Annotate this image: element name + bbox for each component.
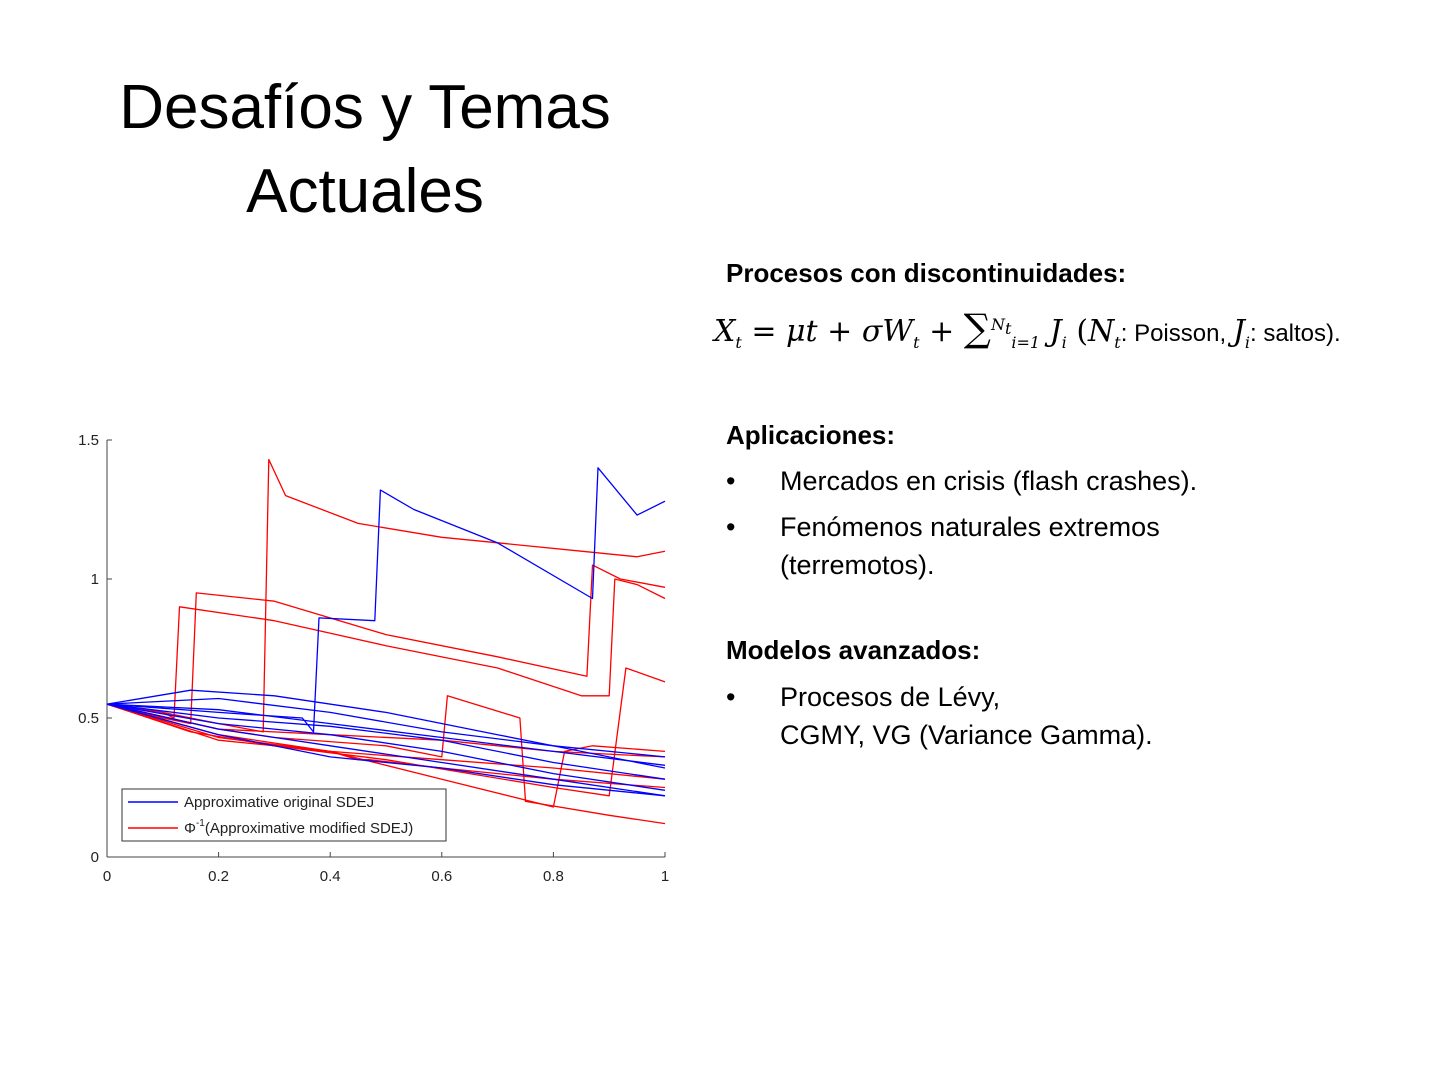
series-line-original-14 — [106, 703, 666, 766]
x-tick-label: 1 — [661, 868, 669, 885]
legend-phi: Φ — [184, 820, 196, 837]
series-line-original-13 — [106, 703, 666, 797]
slide-title-line2: Actuales — [246, 157, 484, 226]
aplicacion-text: Mercados en crisis (flash crashes). — [780, 466, 1198, 496]
modelos-heading: Modelos avanzados: — [726, 635, 981, 665]
series-line-original-15 — [106, 697, 666, 758]
series-line-modified-7 — [106, 703, 666, 780]
aplicaciones-list: • Mercados en crisis (flash crashes). • Fe… — [726, 462, 1246, 592]
formula-plus1: + — [817, 314, 862, 349]
chart-legend: Approximative original SDEJ Φ-1(Approxim… — [121, 788, 447, 842]
formula-plus2: + — [919, 314, 964, 349]
bullet-icon: • — [726, 682, 736, 712]
legend-box — [121, 788, 447, 842]
y-tick-label: 1.5 — [78, 432, 99, 449]
legend-sup: -1 — [196, 818, 205, 829]
formula-note-poisson: : Poisson, — [1120, 320, 1227, 347]
formula-sum-upper-n: N — [990, 315, 1005, 334]
formula-mu: μt — [786, 314, 818, 349]
series-line-modified-2 — [106, 578, 666, 719]
series-line-original-9 — [106, 467, 666, 733]
formula-nt: Nt — [1088, 314, 1121, 352]
aplicaciones-heading: Aplicaciones: — [726, 420, 896, 450]
x-tick-label: 0.6 — [431, 868, 452, 885]
legend-label-modified: Φ-1(Approximative modified SDEJ) — [184, 818, 413, 837]
formula-j: Ji — [1049, 314, 1067, 352]
formula-sum-upper: Nt — [990, 315, 1011, 338]
formula-note-saltos: : saltos). — [1249, 320, 1341, 347]
formula-sigma: σWt — [861, 314, 920, 352]
series-line-original-12 — [106, 703, 666, 791]
x-tick-label: 0.4 — [320, 868, 341, 885]
series-line-original-16 — [106, 703, 666, 797]
series-line-original-11 — [106, 703, 666, 780]
formula-lhs-sub: t — [735, 333, 742, 352]
x-tick-label: 0 — [103, 868, 111, 885]
aplicacion-text: Fenómenos naturales extremos (terremotos… — [780, 512, 1160, 580]
y-tick-label: 0.5 — [78, 710, 99, 727]
legend-label-original: Approximative original SDEJ — [184, 794, 374, 811]
formula-poisson-text: Poisson, — [1134, 320, 1227, 347]
x-tick-label: 0.8 — [543, 868, 564, 885]
modelos-list: • Procesos de Lévy, CGMY, VG (Variance Gam… — [726, 678, 1246, 762]
modelos-line1: Procesos de Lévy, — [780, 682, 1001, 712]
series-line-modified-6 — [106, 703, 666, 808]
list-item: • Procesos de Lévy, CGMY, VG (Variance Gam… — [726, 678, 1246, 754]
legend-rest: (Approximative modified SDEJ) — [205, 820, 413, 837]
x-tick-label: 0.2 — [208, 868, 229, 885]
procesos-heading: Procesos con discontinuidades: — [726, 258, 1127, 288]
slide-title: Desafíos y Temas Actuales — [60, 66, 670, 234]
series-line-modified-1 — [106, 564, 666, 725]
chart-axes: 0 0.5 1 1.5 0 0.2 0.4 0.6 0.8 1 — [78, 432, 669, 885]
jump-process-chart: 0 0.5 1 1.5 0 0.2 0.4 0.6 0.8 1 Approximative ori… — [78, 432, 669, 885]
bullet-icon: • — [726, 466, 736, 496]
list-item: • Fenómenos naturales extremos (terremoto… — [726, 508, 1246, 584]
modelos-line2: CGMY, VG (Variance Gamma). — [780, 720, 1153, 750]
series-line-modified-0 — [106, 458, 666, 733]
series-line-original-10 — [106, 689, 666, 769]
chart-series — [106, 458, 666, 825]
y-tick-label: 0 — [91, 849, 99, 866]
formula-note: ( — [1076, 314, 1089, 349]
series-line-modified-3 — [106, 667, 666, 797]
formula-sum-icon: ∑ — [963, 306, 991, 350]
formula-sum-upper-sub: t — [1004, 319, 1012, 339]
formula-lhs: X — [714, 314, 736, 349]
bullet-icon: • — [726, 512, 736, 542]
formula-sum-lower: i=1 — [1011, 333, 1041, 352]
slide-title-line1: Desafíos y Temas — [119, 73, 611, 142]
jump-formula: Xt = μt + σWt + ∑Nti=1 Ji (Nt: Poisson, … — [714, 306, 1374, 368]
formula-ji: Ji — [1232, 314, 1250, 352]
formula-saltos-text: saltos). — [1263, 320, 1341, 347]
y-tick-label: 1 — [91, 571, 99, 588]
formula-body: = — [751, 314, 787, 349]
list-item: • Mercados en crisis (flash crashes). — [726, 462, 1246, 500]
